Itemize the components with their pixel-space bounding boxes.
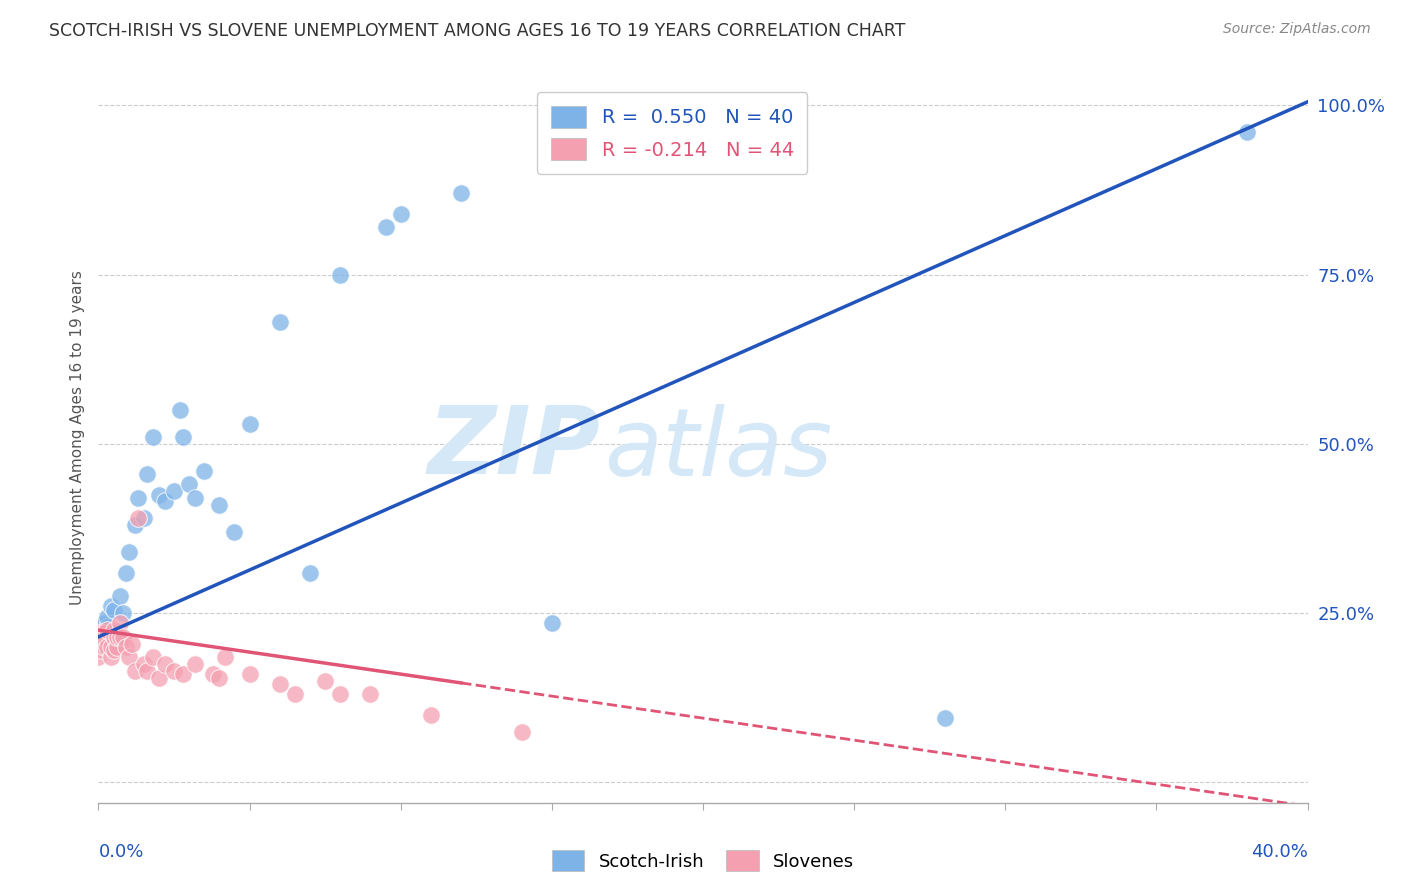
Point — [118, 650, 141, 665]
Point — [148, 488, 170, 502]
Point — [114, 640, 136, 654]
Text: Source: ZipAtlas.com: Source: ZipAtlas.com — [1223, 22, 1371, 37]
Point — [135, 664, 157, 678]
Point — [103, 623, 125, 637]
Y-axis label: Unemployment Among Ages 16 to 19 years: Unemployment Among Ages 16 to 19 years — [69, 269, 84, 605]
Point — [96, 609, 118, 624]
Point — [100, 650, 122, 665]
Point — [269, 315, 291, 329]
Point — [540, 616, 562, 631]
Point — [118, 545, 141, 559]
Point — [374, 220, 396, 235]
Point — [360, 688, 382, 702]
Point — [163, 664, 186, 678]
Point — [420, 707, 443, 722]
Point — [124, 518, 146, 533]
Point — [103, 643, 125, 657]
Point — [153, 657, 176, 671]
Point — [100, 640, 122, 654]
Point — [87, 650, 110, 665]
Point — [163, 484, 186, 499]
Legend: Scotch-Irish, Slovenes: Scotch-Irish, Slovenes — [544, 843, 862, 879]
Point — [132, 657, 155, 671]
Point — [132, 511, 155, 525]
Point — [105, 626, 128, 640]
Point — [208, 671, 231, 685]
Point — [108, 630, 131, 644]
Point — [87, 630, 110, 644]
Point — [93, 616, 115, 631]
Point — [314, 673, 336, 688]
Point — [124, 664, 146, 678]
Point — [90, 633, 112, 648]
Point — [193, 464, 215, 478]
Point — [93, 623, 115, 637]
Point — [284, 688, 307, 702]
Point — [153, 494, 176, 508]
Point — [103, 630, 125, 644]
Point — [224, 524, 246, 539]
Point — [114, 566, 136, 580]
Point — [329, 688, 352, 702]
Point — [105, 640, 128, 654]
Point — [142, 430, 165, 444]
Point — [184, 657, 207, 671]
Point — [142, 650, 165, 665]
Point — [172, 430, 194, 444]
Point — [127, 491, 149, 505]
Point — [96, 620, 118, 634]
Point — [96, 640, 118, 654]
Text: SCOTCH-IRISH VS SLOVENE UNEMPLOYMENT AMONG AGES 16 TO 19 YEARS CORRELATION CHART: SCOTCH-IRISH VS SLOVENE UNEMPLOYMENT AMO… — [49, 22, 905, 40]
Point — [100, 599, 122, 614]
Point — [148, 671, 170, 685]
Text: 0.0%: 0.0% — [98, 843, 143, 861]
Point — [239, 417, 262, 431]
Point — [96, 623, 118, 637]
Legend: R =  0.550   N = 40, R = -0.214   N = 44: R = 0.550 N = 40, R = -0.214 N = 44 — [537, 92, 807, 174]
Point — [214, 650, 236, 665]
Point — [108, 616, 131, 631]
Point — [93, 630, 115, 644]
Point — [299, 566, 322, 580]
Point — [103, 630, 125, 644]
Point — [179, 477, 201, 491]
Text: atlas: atlas — [603, 404, 832, 495]
Point — [169, 403, 191, 417]
Point — [208, 498, 231, 512]
Point — [329, 268, 352, 282]
Point — [510, 724, 533, 739]
Text: ZIP: ZIP — [427, 402, 600, 494]
Point — [184, 491, 207, 505]
Point — [127, 511, 149, 525]
Point — [90, 643, 112, 657]
Point — [93, 640, 115, 654]
Point — [202, 667, 225, 681]
Point — [269, 677, 291, 691]
Point — [105, 630, 128, 644]
Point — [450, 186, 472, 201]
Point — [135, 467, 157, 482]
Point — [111, 606, 134, 620]
Text: 40.0%: 40.0% — [1251, 843, 1308, 861]
Point — [934, 711, 956, 725]
Point — [121, 637, 143, 651]
Point — [90, 626, 112, 640]
Point — [1236, 125, 1258, 139]
Point — [103, 603, 125, 617]
Point — [389, 206, 412, 220]
Point — [90, 630, 112, 644]
Point — [239, 667, 262, 681]
Point — [93, 626, 115, 640]
Point — [172, 667, 194, 681]
Point — [108, 589, 131, 603]
Point — [90, 620, 112, 634]
Point — [87, 626, 110, 640]
Point — [111, 630, 134, 644]
